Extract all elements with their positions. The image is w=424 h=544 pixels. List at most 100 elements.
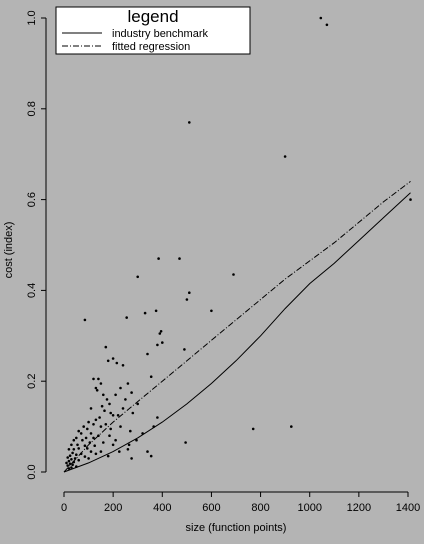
y-tick-label: 0.8 — [26, 101, 38, 116]
data-point — [149, 375, 153, 379]
data-point — [77, 458, 80, 462]
data-point — [130, 457, 133, 460]
data-point — [232, 273, 235, 276]
legend-label-fitted-regression: fitted regression — [112, 41, 190, 53]
data-point — [126, 448, 130, 451]
data-point — [67, 467, 71, 470]
data-point — [81, 438, 84, 442]
data-point — [111, 414, 115, 417]
data-point — [98, 416, 101, 419]
data-point — [71, 463, 74, 467]
x-axis-title: size (function points) — [186, 522, 287, 534]
data-point — [157, 257, 160, 260]
data-point — [102, 393, 105, 397]
data-point — [77, 429, 80, 433]
data-point — [114, 393, 117, 397]
data-point — [290, 425, 293, 428]
data-point — [94, 452, 98, 456]
data-point — [75, 453, 78, 457]
data-point — [126, 382, 130, 385]
x-axis-ticks: 0 200 400 600 800 1000 1200 1400 — [61, 492, 420, 514]
data-point — [136, 402, 139, 406]
data-point — [185, 298, 189, 301]
data-point — [93, 444, 96, 448]
y-axis-title: cost (index) — [3, 222, 15, 279]
legend-box — [55, 6, 251, 55]
data-point — [149, 454, 153, 458]
data-point — [125, 316, 128, 319]
data-point — [210, 309, 213, 313]
data-point — [103, 409, 106, 413]
x-tick-label: 800 — [251, 502, 269, 514]
data-point — [136, 275, 139, 279]
data-point — [115, 361, 119, 365]
data-point — [86, 447, 89, 450]
data-point — [183, 348, 186, 351]
data-point — [161, 341, 164, 344]
data-point — [83, 318, 87, 322]
data-point — [184, 441, 187, 444]
data-point — [87, 420, 90, 424]
data-point — [159, 330, 163, 333]
data-point — [92, 377, 95, 381]
data-point — [70, 458, 73, 461]
data-point — [75, 436, 78, 440]
data-point — [92, 423, 95, 426]
x-tick-label: 200 — [104, 502, 122, 514]
data-point — [94, 386, 98, 390]
data-point — [67, 448, 71, 451]
data-point — [124, 398, 127, 401]
data-point — [75, 465, 78, 468]
y-axis-ticks: 0.0 0.2 0.4 0.6 0.8 1.0 — [26, 10, 46, 480]
data-point — [89, 450, 93, 453]
data-point — [86, 427, 89, 431]
legend-label-industry-benchmark: industry benchmark — [112, 28, 208, 40]
data-point — [72, 438, 76, 442]
data-point — [121, 407, 125, 410]
data-point — [146, 450, 149, 453]
data-point — [119, 425, 122, 428]
data-point — [105, 398, 109, 401]
data-point — [99, 382, 103, 385]
data-point — [92, 436, 95, 440]
data-point — [99, 450, 103, 453]
data-point — [283, 155, 287, 158]
data-point — [83, 455, 87, 458]
data-point — [99, 425, 103, 428]
data-point — [251, 427, 255, 431]
data-point — [178, 257, 181, 260]
data-point — [66, 456, 69, 459]
x-tick-label: 0 — [61, 502, 67, 514]
x-tick-label: 1000 — [297, 502, 321, 514]
y-tick-label: 0.0 — [26, 464, 38, 479]
x-tick-label: 400 — [153, 502, 171, 514]
data-point — [89, 432, 93, 435]
data-point — [108, 434, 111, 438]
series-lines — [63, 181, 411, 473]
data-point — [131, 411, 135, 415]
data-point — [319, 16, 323, 20]
data-point — [409, 198, 412, 201]
data-point — [154, 309, 158, 313]
data-points — [65, 16, 412, 470]
data-point — [109, 427, 112, 431]
data-point — [108, 402, 111, 406]
data-point — [79, 452, 83, 456]
data-point — [89, 407, 93, 410]
data-point — [97, 434, 100, 438]
data-point — [135, 438, 138, 442]
data-point — [109, 411, 112, 415]
data-point — [73, 457, 77, 460]
data-point — [83, 444, 87, 448]
data-point — [188, 291, 191, 295]
data-point — [68, 462, 72, 466]
data-point — [325, 23, 329, 27]
data-point — [130, 391, 133, 394]
data-point — [68, 454, 72, 458]
data-point — [121, 364, 125, 367]
data-point — [104, 345, 108, 349]
data-point — [106, 454, 110, 458]
data-point — [116, 414, 120, 417]
data-point — [70, 443, 73, 447]
